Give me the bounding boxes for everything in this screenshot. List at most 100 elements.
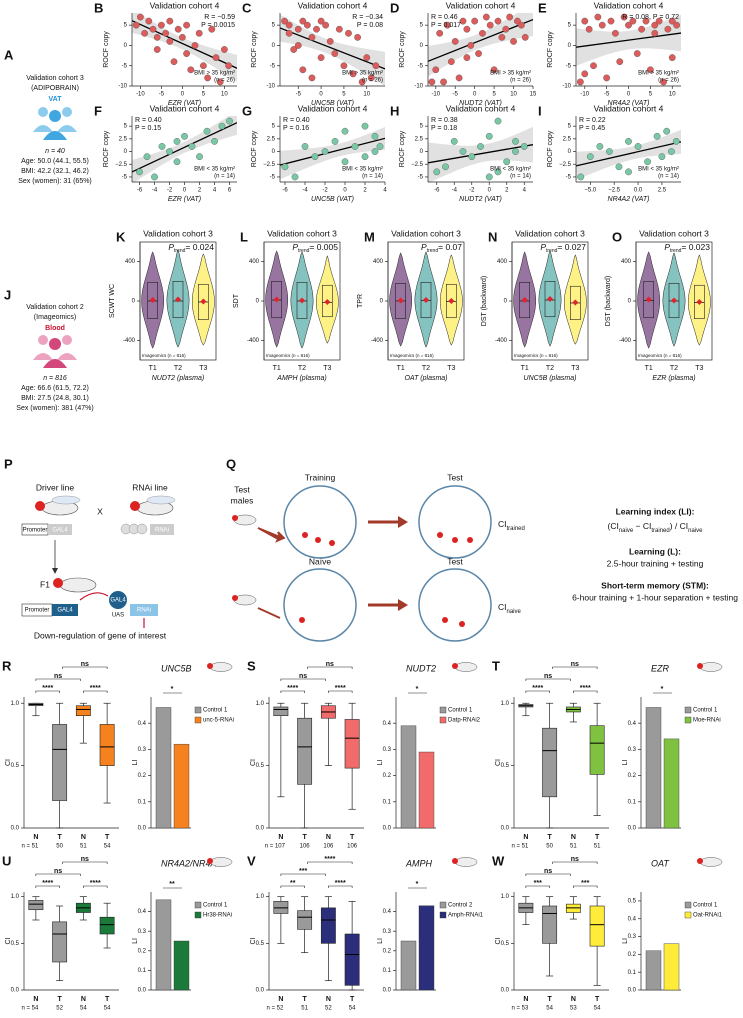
- point: [153, 33, 161, 41]
- y-tick-label: 0.5: [11, 763, 20, 769]
- x-tick-label: T2: [546, 365, 554, 372]
- legend-swatch: [194, 716, 202, 724]
- point: [311, 153, 319, 161]
- y-tick-label: -5: [270, 175, 276, 181]
- legend-label: Control 1: [448, 708, 473, 714]
- n-label: 106: [347, 844, 358, 850]
- point: [361, 122, 369, 130]
- people-icon: [33, 335, 77, 368]
- n-label: 54: [104, 844, 111, 850]
- point: [294, 42, 302, 49]
- sig-label: ****: [42, 880, 53, 887]
- x-tick-label: 4: [383, 188, 387, 194]
- point: [442, 163, 449, 171]
- fly-icon: [699, 857, 723, 867]
- n-label: 106: [323, 844, 334, 850]
- y-axis-label: LI: [622, 938, 629, 944]
- y-tick-label: 0.3: [383, 747, 392, 753]
- bar: [418, 751, 435, 829]
- regression-line: [428, 18, 533, 62]
- point: [313, 25, 320, 33]
- p-trend: Ptrend= 0.005: [292, 242, 338, 254]
- n-label: 54: [349, 1006, 356, 1012]
- box: [52, 921, 68, 963]
- legend-swatch: [684, 911, 692, 919]
- stat: R = 0.46: [431, 14, 458, 21]
- bar: [645, 707, 662, 829]
- point: [629, 17, 637, 25]
- mean: [324, 298, 331, 305]
- point: [351, 143, 359, 150]
- point: [494, 168, 502, 176]
- stat: R = 0.40: [135, 117, 162, 124]
- stat: R = −0.59: [204, 14, 235, 21]
- point: [663, 127, 671, 135]
- legend-label: Oat-RNAi1: [693, 913, 723, 919]
- y-tick-label: 0.0: [501, 826, 510, 832]
- x-tick-label: -10: [431, 92, 440, 98]
- point: [634, 143, 642, 150]
- x-axis-label: EZR (VAT): [168, 196, 201, 203]
- x-axis-label: NR4A2 (VAT): [608, 196, 650, 203]
- point: [581, 70, 589, 78]
- note: (n = 26): [510, 78, 531, 84]
- y-tick-label: 1.0: [256, 894, 265, 900]
- point: [199, 62, 207, 70]
- point: [166, 17, 174, 25]
- sig-label: *: [661, 686, 664, 693]
- ci: CI: [498, 519, 507, 529]
- y-tick-label: 0.0: [11, 988, 20, 994]
- point: [646, 66, 654, 74]
- y-tick-label: 0.0: [383, 826, 392, 832]
- x-axis-label: NUDT2 (VAT): [459, 100, 502, 107]
- point: [644, 158, 651, 166]
- x-tick-label: T2: [422, 365, 430, 372]
- x-tick-label: T3: [571, 365, 579, 372]
- note: (n = 26): [362, 78, 383, 84]
- sig-bracket: [525, 885, 550, 888]
- point: [664, 25, 672, 33]
- y-tick-label: 5: [420, 124, 424, 130]
- box: [297, 717, 313, 785]
- sig-bracket: [280, 873, 326, 876]
- box: [446, 283, 457, 319]
- n-label: 51: [594, 844, 601, 850]
- sig-label: ****: [335, 880, 346, 887]
- y-tick-label: 0.2: [628, 952, 637, 958]
- x-axis-label: UNC5B (VAT): [311, 100, 354, 107]
- x-tick-label: T1: [397, 365, 405, 372]
- point: [590, 62, 597, 70]
- x-axis-label: UNC5B (VAT): [311, 196, 354, 203]
- y-tick-label: 0.4: [383, 909, 392, 915]
- training: Training: [305, 472, 336, 482]
- sig-label: ns: [299, 673, 307, 680]
- legend-swatch: [439, 911, 447, 919]
- y-tick-label: 0: [272, 149, 276, 155]
- y-tick-label: 1.0: [501, 701, 510, 707]
- point: [363, 54, 371, 62]
- n-label: n = 107: [265, 844, 286, 850]
- sig-label: ****: [42, 685, 53, 692]
- x-tick-label: -2: [322, 188, 328, 194]
- box: [643, 281, 654, 319]
- stat: R = 0.40: [283, 117, 310, 124]
- panel-q: Q Test males Training Test Naïve Test CI…: [226, 456, 738, 642]
- y-tick-label: 0: [380, 299, 384, 305]
- confidence-band: [280, 126, 385, 180]
- y-tick-label: 0.5: [256, 763, 265, 769]
- point: [166, 148, 173, 155]
- y-axis-label: LI: [377, 760, 384, 766]
- panel-p: P Driver line RNAi line Promoter GAL4 RN…: [4, 456, 176, 640]
- cohort: Validation cohort 3: [26, 75, 84, 82]
- chart-title: Validation cohort 4: [594, 103, 664, 113]
- point: [149, 25, 157, 33]
- y-tick-label: 5: [272, 124, 276, 130]
- mean: [397, 297, 404, 304]
- sig-label: ****: [580, 685, 591, 692]
- point: [294, 25, 302, 33]
- x-tick-label: -4: [302, 188, 308, 194]
- note: BMI > 35 kg/m²: [194, 71, 235, 77]
- cohort: Validation cohort 2: [26, 304, 84, 311]
- x-tick-label: N: [326, 834, 331, 841]
- point: [301, 143, 309, 150]
